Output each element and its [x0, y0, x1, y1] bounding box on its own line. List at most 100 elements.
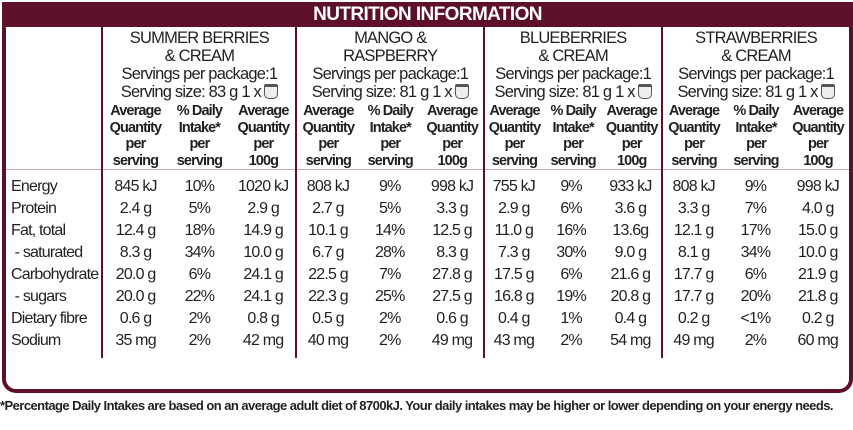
- yoghurt-cup-icon: [637, 84, 652, 99]
- nutrient-value: 10.0 g: [243, 244, 284, 261]
- column-header-line: per: [684, 136, 705, 152]
- nutrient-value: 19%: [556, 288, 586, 305]
- column-header-line: Intake*: [552, 119, 594, 136]
- column-header-line: Average: [110, 103, 161, 119]
- column-header-line: % Daily: [176, 103, 223, 119]
- nutrient-row: Fat, total 12.4 g 18% 14.9 g 10.1 g 14% 12.5 g…: [6, 220, 849, 242]
- column-header-line: Average: [489, 103, 540, 119]
- product-name: & CREAM: [538, 47, 608, 65]
- nutrient-value: 40 mg: [295, 330, 359, 352]
- nutrient-value: 49 mg: [661, 330, 725, 352]
- column-header: % Daily Intake* per serving: [167, 103, 231, 169]
- nutrient-value: 54 mg: [610, 332, 651, 349]
- servings-per-package: Servings per package:1: [121, 65, 279, 83]
- column-header-line: serving: [176, 152, 223, 169]
- nutrient-value: 5%: [378, 200, 401, 217]
- nutrient-value: <1%: [740, 310, 771, 327]
- nutrient-value: 21.9 g: [797, 266, 838, 283]
- product-name: & CREAM: [721, 47, 791, 65]
- column-header: Average Quantity per serving: [297, 103, 359, 169]
- serving-size-line: Serving size: 81 g 1 x: [297, 83, 483, 101]
- nutrient-row: Carbohydrate 20.0 g 6% 24.1 g 22.5 g 7% 27.8 g…: [6, 264, 849, 286]
- nutrient-value: 14.9 g: [243, 222, 284, 239]
- nutrient-value: 18%: [184, 222, 215, 239]
- nutrient-value: 2%: [744, 332, 767, 349]
- nutrient-value: 9%: [560, 178, 582, 195]
- nutrient-value: 5%: [188, 200, 211, 217]
- column-header: Average Quantity per serving: [485, 103, 544, 169]
- nutrient-value: 24.1 g: [243, 288, 284, 305]
- nutrient-value: 25%: [374, 288, 405, 305]
- nutrient-value: 9.0 g: [614, 244, 647, 261]
- nutrient-value: 30%: [556, 244, 586, 261]
- column-header: Average Quantity per 100g: [602, 103, 661, 169]
- yoghurt-cup-icon: [454, 84, 469, 99]
- nutrient-value: 0.2 g: [661, 308, 725, 330]
- nutrient-value: 9%: [378, 178, 401, 195]
- nutrient-value: 28%: [374, 244, 405, 261]
- column-header: Average Quantity per serving: [663, 103, 725, 169]
- nutrient-value: 6%: [560, 266, 582, 283]
- column-header-line: 100g: [803, 152, 833, 169]
- nutrient-value: 8.3 g: [101, 242, 168, 264]
- column-header-line: per: [189, 136, 210, 152]
- nutrient-value: 22%: [184, 288, 215, 305]
- nutrient-row: Protein 2.4 g 5% 2.9 g 2.7 g 5% 3.3 g 2.9 g 6% 3.…: [6, 198, 849, 220]
- column-header-line: Average: [606, 103, 658, 119]
- nutrient-value: 6%: [188, 266, 211, 283]
- nutrient-label: - sugars: [11, 288, 67, 305]
- nutrient-value: 755 kJ: [483, 176, 543, 198]
- column-headers: Average Quantity per serving% Daily Intake* p…: [485, 103, 661, 169]
- yoghurt-cup-icon: [820, 84, 835, 99]
- divider: [6, 169, 849, 176]
- product-header: MANGO & RASPBERRY Servings per package:1 Se…: [295, 27, 485, 170]
- column-header-line: serving: [112, 152, 159, 169]
- nutrient-value: 43 mg: [483, 330, 543, 352]
- nutrient-value: 1%: [560, 310, 582, 327]
- nutrient-value: 24.1 g: [243, 266, 284, 283]
- product-name: BLUEBERRIES: [519, 29, 628, 47]
- nutrient-value: 22.3 g: [295, 286, 359, 308]
- nutrient-value: 27.5 g: [432, 288, 472, 305]
- nutrient-value: 20.8 g: [610, 288, 651, 305]
- nutrient-label: - saturated: [11, 244, 84, 261]
- nutrient-label: Carbohydrate: [11, 266, 99, 283]
- column-header-line: serving: [550, 152, 596, 169]
- nutrient-value: 2.7 g: [295, 198, 359, 220]
- nutrient-value: 0.4 g: [483, 308, 543, 330]
- column-header-line: Average: [792, 103, 844, 119]
- product-name: RASPBERRY: [343, 47, 438, 65]
- column-header-line: % Daily: [367, 103, 414, 119]
- nutrient-value: 2%: [188, 332, 211, 349]
- product-name: SUMMER BERRIES: [129, 29, 270, 47]
- nutrient-value: 10.1 g: [295, 220, 359, 242]
- column-header-line: per: [621, 136, 643, 152]
- serving-size-line: Serving size: 81 g 1 x: [485, 83, 661, 101]
- column-header-line: 100g: [617, 152, 647, 169]
- servings-per-package: Servings per package:1: [312, 65, 469, 83]
- nutrient-value: 998 kJ: [430, 178, 474, 195]
- nutrient-value: 6%: [744, 266, 767, 283]
- nutrient-value: 0.8 g: [247, 310, 279, 327]
- nutrient-row: Dietary fibre 0.6 g 2% 0.8 g 0.5 g 2% 0.6 g 0.4…: [6, 308, 849, 330]
- nutrient-value: 2%: [560, 332, 582, 349]
- column-header-line: Average: [238, 103, 289, 119]
- nutrient-value: 20%: [740, 288, 771, 305]
- bottom-padding: [6, 352, 849, 358]
- serving-size-line: Serving size: 83 g 1 x: [103, 83, 295, 101]
- nutrient-value: 17.5 g: [483, 264, 543, 286]
- column-header-line: Intake*: [369, 119, 412, 136]
- nutrient-value: 2.9 g: [247, 200, 279, 217]
- product-header-row: SUMMER BERRIES & CREAM Servings per packag…: [6, 27, 849, 170]
- column-header-line: per: [318, 136, 339, 152]
- column-header-line: Quantity: [792, 119, 845, 136]
- nutrient-value: 933 kJ: [609, 178, 652, 195]
- product-header: BLUEBERRIES & CREAM Servings per package:1…: [483, 27, 663, 170]
- column-header-line: Quantity: [302, 119, 356, 136]
- nutrient-row: - sugars 20.0 g 22% 24.1 g 22.3 g 25% 27.5 g 16…: [6, 286, 849, 308]
- serving-size: Serving size: 81 g 1 x: [311, 83, 453, 101]
- nutrient-value: 21.8 g: [797, 288, 838, 305]
- nutrient-label: Sodium: [11, 332, 61, 349]
- column-header-line: per: [504, 136, 526, 152]
- nutrient-value: 2.4 g: [101, 198, 168, 220]
